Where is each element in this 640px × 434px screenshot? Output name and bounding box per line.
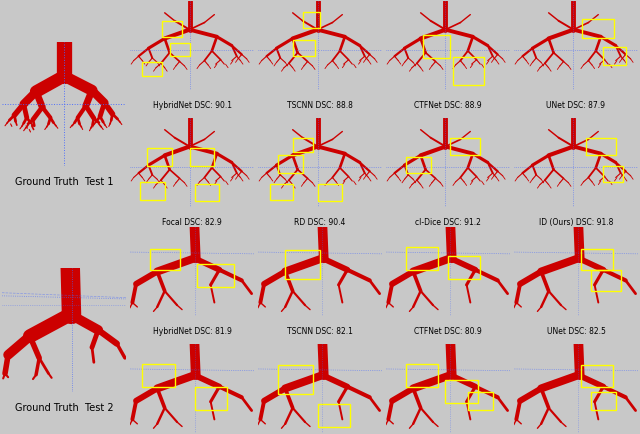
Bar <box>147 148 172 166</box>
Bar <box>423 35 451 58</box>
Bar <box>581 365 613 387</box>
Bar <box>142 364 175 387</box>
Bar <box>303 12 320 28</box>
Bar <box>317 404 350 427</box>
Bar <box>195 387 227 410</box>
Text: CTFNet DSC: 88.9: CTFNet DSC: 88.9 <box>414 102 482 110</box>
Bar <box>591 270 621 291</box>
Bar <box>278 155 303 173</box>
Text: HybridNet DSC: 90.1: HybridNet DSC: 90.1 <box>152 102 232 110</box>
Bar <box>586 138 616 155</box>
Text: TSCNN DSC: 88.8: TSCNN DSC: 88.8 <box>287 102 353 110</box>
Bar <box>140 182 164 200</box>
Bar <box>582 19 614 39</box>
Bar <box>468 392 493 410</box>
Bar <box>278 365 312 394</box>
Text: CTFNet DSC: 80.9: CTFNet DSC: 80.9 <box>414 327 482 336</box>
Text: Ground Truth  Test 2: Ground Truth Test 2 <box>15 403 113 413</box>
Bar <box>270 184 292 200</box>
Text: ID (Ours) DSC: 91.8: ID (Ours) DSC: 91.8 <box>539 218 613 227</box>
Bar <box>448 256 480 279</box>
Text: UNet DSC: 82.5: UNet DSC: 82.5 <box>547 327 605 336</box>
Text: RD DSC: 90.4: RD DSC: 90.4 <box>294 218 346 227</box>
Bar <box>150 249 180 270</box>
Bar <box>292 40 315 56</box>
Bar <box>451 138 480 155</box>
Bar <box>406 247 438 270</box>
Text: HybridNet DSC: 81.9: HybridNet DSC: 81.9 <box>152 327 232 336</box>
Bar <box>197 264 234 287</box>
Bar <box>406 364 438 387</box>
Bar <box>292 138 312 152</box>
Text: UNet DSC: 87.9: UNet DSC: 87.9 <box>547 102 605 110</box>
Bar <box>581 249 613 270</box>
Text: TSCNN DSC: 82.1: TSCNN DSC: 82.1 <box>287 327 353 336</box>
Bar <box>189 148 214 166</box>
Bar <box>453 57 484 85</box>
Text: Ground Truth  Test 1: Ground Truth Test 1 <box>15 178 113 187</box>
Bar <box>604 166 623 182</box>
Bar <box>317 184 342 201</box>
Text: cl-Dice DSC: 91.2: cl-Dice DSC: 91.2 <box>415 218 481 227</box>
Bar <box>142 62 162 76</box>
Bar <box>170 43 189 56</box>
Bar <box>285 250 320 279</box>
Bar <box>406 157 431 173</box>
Bar <box>591 392 616 410</box>
Bar <box>162 21 182 37</box>
Bar <box>195 184 220 201</box>
Bar <box>445 380 478 403</box>
Text: Focal DSC: 82.9: Focal DSC: 82.9 <box>162 218 222 227</box>
Bar <box>604 47 626 65</box>
